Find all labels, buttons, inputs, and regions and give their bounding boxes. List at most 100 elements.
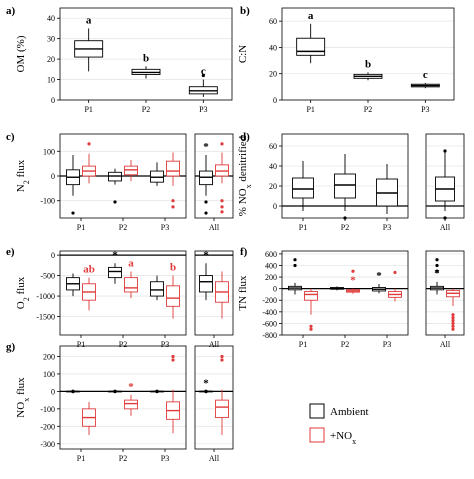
- outlier-point: [201, 73, 205, 78]
- outlier-point: [451, 313, 455, 317]
- significance-label: a: [86, 14, 92, 26]
- box-body: [215, 399, 229, 419]
- legend-label-ambient: Ambient: [330, 406, 369, 418]
- outlier-point: [451, 327, 455, 331]
- legend-swatch-nox: [309, 427, 325, 443]
- significance-label: *: [112, 249, 118, 261]
- x-tick-label: P2: [119, 340, 127, 349]
- outlier-point: [293, 258, 297, 262]
- chart-panel: a) OM (%) P1 P2 P3 0 10 20 30 40 a b c: [6, 5, 233, 114]
- data-point: [113, 389, 117, 394]
- x-tick-label: P1: [299, 223, 307, 232]
- panel-letter: a): [6, 5, 16, 17]
- x-tick-label: P1: [299, 340, 307, 349]
- significance-label: b: [365, 58, 371, 70]
- outlier-point: [87, 142, 91, 146]
- box-body: [334, 173, 356, 199]
- significance-label: ab: [83, 264, 95, 276]
- y-tick-label: 400: [265, 261, 277, 270]
- y-tick-label: 100: [43, 370, 55, 379]
- panel-letter: g): [6, 341, 16, 353]
- x-tick-label: P3: [199, 105, 207, 114]
- y-tick-label: -300: [40, 440, 55, 449]
- outlier-point: [220, 142, 224, 146]
- y-tick-label: -1500: [36, 313, 55, 322]
- x-tick-label: P2: [341, 340, 349, 349]
- outlier-point: [171, 358, 175, 362]
- panel-letter: f): [240, 246, 248, 258]
- outlier-point: [220, 199, 224, 203]
- y-tick-label: 0: [273, 96, 277, 105]
- y-tick-label: 20: [269, 70, 277, 79]
- significance-label: c: [423, 69, 428, 81]
- x-tick-label: All: [209, 223, 220, 232]
- y-tick-label: -100: [40, 197, 55, 206]
- box-body: [166, 160, 180, 177]
- outlier-point: [393, 270, 397, 275]
- x-tick-label: P2: [142, 105, 150, 114]
- y-tick-label: 0: [273, 202, 277, 211]
- y-axis-label: C:N: [237, 45, 249, 63]
- panel-letter: c): [6, 131, 15, 143]
- significance-label: c: [201, 66, 206, 78]
- outlier-point: [451, 324, 455, 328]
- outlier-point: [309, 327, 313, 331]
- outlier-point: [220, 358, 224, 362]
- y-tick-label: 0: [51, 251, 55, 260]
- x-tick-label: P2: [119, 223, 127, 232]
- y-tick-label: 200: [43, 352, 55, 361]
- outlier-point: [204, 211, 208, 215]
- y-tick-label: -200: [40, 422, 55, 431]
- outlier-point: [451, 318, 455, 323]
- outlier-point: [171, 354, 175, 359]
- x-tick-label: All: [440, 340, 451, 349]
- significance-label: *: [203, 249, 209, 261]
- y-tick-label: 200: [265, 273, 277, 282]
- outlier-point: [443, 216, 447, 220]
- y-axis-label: NOx flux: [15, 377, 31, 418]
- box-body: [124, 277, 138, 293]
- box-body: [124, 399, 138, 410]
- outlier-point: [435, 258, 439, 262]
- outlier-point: [171, 199, 175, 203]
- outlier-point: [351, 269, 355, 273]
- significance-label: *: [128, 381, 134, 393]
- x-tick-label: P3: [383, 223, 391, 232]
- y-tick-label: 0: [273, 285, 277, 294]
- x-tick-label: P3: [161, 223, 169, 232]
- chart-panel: c) N2 flux P1 P2 P3 All -100 0 100 *: [6, 131, 234, 232]
- y-axis-label: N2 flux: [15, 159, 31, 192]
- y-tick-label: -400: [262, 308, 277, 317]
- panel-letter: b): [240, 5, 250, 17]
- panel-letter: d): [240, 131, 250, 143]
- y-tick-label: 20: [269, 182, 277, 191]
- x-tick-label: P1: [306, 105, 314, 114]
- outlier-point: [71, 211, 75, 215]
- x-tick-label: All: [209, 340, 220, 349]
- x-tick-label: P3: [383, 340, 391, 349]
- outlier-point: [343, 216, 347, 220]
- outlier-point: [451, 321, 455, 326]
- y-tick-label: 0: [51, 96, 55, 105]
- y-axis-label: O2 flux: [15, 276, 31, 309]
- plot-frame: [59, 345, 187, 450]
- y-tick-label: -500: [40, 272, 55, 281]
- chart-panel: d)% NOx denitrified P1 P2 P3 All 0 20 40 60: [237, 131, 465, 232]
- y-tick-label: 0: [51, 387, 55, 396]
- significance-label: a: [128, 257, 134, 269]
- y-tick-label: 100: [43, 147, 55, 156]
- x-tick-label: P3: [161, 340, 169, 349]
- y-axis-label: OM (%): [15, 35, 27, 72]
- y-tick-label: -600: [262, 319, 277, 328]
- outlier-point: [204, 200, 208, 204]
- x-tick-label: P1: [77, 340, 85, 349]
- box-body: [296, 37, 326, 56]
- data-point: [155, 389, 159, 394]
- box-body: [304, 291, 318, 301]
- chart-panel: g) NOx flux P1 P2 P3 All -300 -200 -100 0 100 200 * *: [6, 341, 234, 463]
- y-tick-label: -200: [262, 296, 277, 305]
- significance-label: *: [203, 141, 209, 153]
- box-body: [292, 177, 314, 199]
